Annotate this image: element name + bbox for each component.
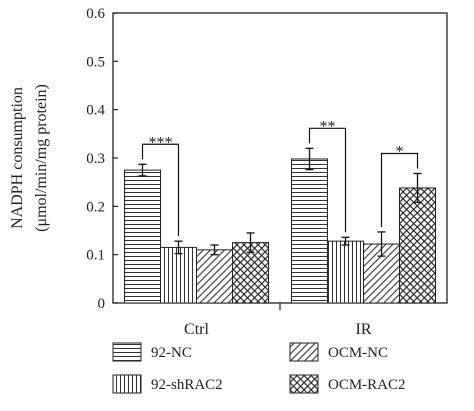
y-tick-label: 0.2 [86, 199, 105, 215]
legend-label: OCM-NC [328, 345, 388, 361]
y-tick-label: 0.4 [86, 103, 105, 119]
bar-layer [124, 158, 436, 304]
bar [160, 246, 197, 304]
significance-label: *** [149, 134, 173, 151]
y-tick-label: 0 [98, 296, 106, 312]
legend: 92-NC 92-shRAC2 OCM-NC OCM-RAC2 [112, 342, 406, 394]
legend-label: OCM-RAC2 [328, 377, 406, 393]
legend-swatch [112, 374, 142, 394]
legend-label: 92-NC [151, 345, 192, 361]
legend-swatch [289, 342, 319, 362]
y-tick-label: 0.5 [86, 54, 105, 70]
significance-bracket [380, 152, 419, 227]
error-bar-layer [138, 147, 422, 257]
y-axis-label: NADPH consumption [9, 87, 26, 229]
legend-swatch [289, 374, 319, 394]
y-tick-label: 0.6 [86, 6, 105, 22]
x-category-label: Ctrl [184, 321, 209, 338]
bar [399, 187, 436, 304]
bar [291, 158, 328, 304]
y-tick-label: 0.1 [86, 248, 105, 264]
y-axis-units: (μmol/min/mg protein) [33, 84, 50, 232]
significance-label: * [396, 143, 404, 160]
x-category-label: IR [356, 321, 372, 338]
plot-axes: 0 0.1 0.2 0.3 0.4 0.5 0.6 Ctrl IR [86, 6, 448, 338]
y-tick-label: 0.3 [86, 151, 105, 167]
bar [124, 169, 161, 304]
significance-label: ** [320, 118, 336, 135]
significance-layer: ****** [141, 118, 419, 237]
significance-bracket [308, 127, 347, 233]
legend-swatch [112, 342, 142, 362]
legend-label: 92-shRAC2 [151, 377, 223, 393]
bar [196, 249, 233, 304]
bar [327, 240, 364, 304]
significance-bracket [141, 143, 180, 237]
